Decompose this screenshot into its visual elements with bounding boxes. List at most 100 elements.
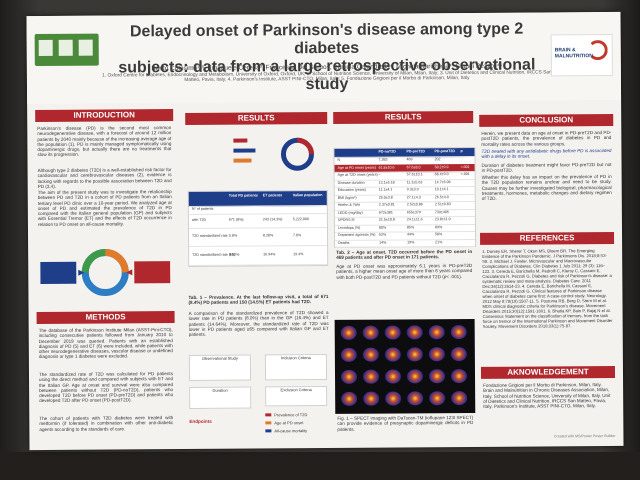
- results1-paragraph: A comparison of the standardized prevale…: [188, 309, 329, 338]
- table2-cell: 19%: [407, 239, 415, 244]
- table2-cell: 23.8±11.0: [434, 217, 451, 222]
- table2-row-label: Age at PD onset (years): [337, 165, 376, 170]
- acknowledgement-text: Fondazione Grigioni per il Morbo di Park…: [483, 382, 611, 410]
- table2-header-cell: PD-preT2D: [406, 149, 426, 154]
- table2-header-cell: PD-noT2D: [378, 149, 396, 154]
- spect-scan: [385, 391, 402, 406]
- section-conclusion: CONCLUSION: [479, 113, 614, 127]
- spect-scan: [341, 391, 358, 406]
- results2-paragraph: Age at PD onset was approximately 6.1 ye…: [336, 262, 473, 280]
- table2-cell: 14%: [379, 240, 387, 245]
- title-line-1: Delayed onset of Parkinson's disease amo…: [129, 20, 524, 58]
- table2-cell: 58.2±9.9: [434, 164, 449, 169]
- conclusion-paragraph-1: Herein, we present data on age at onset …: [481, 129, 612, 147]
- spect-scan: [384, 369, 402, 384]
- table2-cell: 89%: [434, 224, 443, 229]
- table1-cell: 7.0%: [293, 233, 302, 238]
- table2-cell: 58%: [435, 232, 443, 237]
- legend-mortality: All-cause mortality: [265, 428, 307, 433]
- flow-label: Inclusion Criteria: [280, 355, 311, 361]
- methods-paragraph-3: The cohort of patients with T2D diabetes…: [39, 415, 174, 432]
- table2-cell: 67.6±8.0: [406, 164, 421, 169]
- poster-header: Delayed onset of Parkinson's disease amo…: [26, 11, 622, 105]
- table2-row-label: Education (years): [337, 187, 366, 192]
- prevalence-table: Total PD patients ET patients Italian po…: [187, 189, 329, 267]
- legend-text: Prevalence of T2D: [274, 412, 308, 418]
- table-row: T2D standardized rate 5.8% 8.28% 7.0%: [188, 226, 328, 247]
- table2-cell: 655±379: [406, 209, 421, 214]
- spect-scan: [428, 325, 445, 340]
- flow-box-study: Observational Study: [188, 354, 252, 381]
- arrow-left-icon: [126, 269, 133, 276]
- flow-label: Duration: [212, 387, 228, 393]
- table2-cell: 57.6±10.1: [406, 172, 423, 177]
- section-methods: METHODS: [36, 311, 175, 325]
- spect-scan: [406, 325, 423, 340]
- table2-cell: 469: [406, 157, 413, 162]
- table2-row-label: BMI (kg/m²): [337, 195, 357, 200]
- legend-age-onset: Age at PD onset: [265, 420, 303, 425]
- legend-swatch: [265, 413, 272, 417]
- table2-cell: 85%: [406, 224, 415, 229]
- table2-cell: 44%: [407, 232, 415, 237]
- spect-images: [334, 318, 476, 414]
- table2-cell: 80%: [378, 225, 387, 230]
- spect-scan: [428, 369, 446, 384]
- spect-scan: [406, 347, 423, 362]
- spect-scan: [450, 325, 467, 340]
- table2-cell: 21%: [435, 239, 443, 244]
- poster-footer: Created with MS/Poster Poster Builder: [553, 433, 616, 439]
- table2-cell: 61.8±10.6: [378, 165, 395, 170]
- conclusion-paragraph-4: Whether this delay has an impact on the …: [481, 173, 612, 202]
- table1-header-cell: ET patients: [262, 193, 283, 198]
- prevalence-infographic: [233, 137, 314, 171]
- table1-row-label: N° of patients: [191, 206, 214, 211]
- table2-cell: 68.4±9.0: [434, 172, 449, 177]
- methods-paragraph-1: The database of the Parkinson Institute …: [38, 327, 173, 360]
- table1-header-cell: Total PD patients: [228, 193, 258, 198]
- spect-scan: [340, 369, 358, 384]
- table2-row-label: Dopamine agonists (%): [338, 232, 376, 237]
- table-row: Deaths 14% 19% 21%: [335, 238, 476, 248]
- table2-cell: 2.51±0.83: [434, 202, 451, 207]
- spect-scan: [407, 391, 424, 406]
- spect-scan: [451, 391, 468, 406]
- table1-cell: 671 (8%): [228, 217, 244, 222]
- spect-scan: [363, 391, 380, 406]
- spect-scan: [340, 325, 357, 340]
- table2-row-label: Levodopa (%): [337, 225, 361, 230]
- table2-cell: 14.7±6.06: [434, 179, 451, 184]
- spect-scan: [450, 369, 468, 384]
- section-acknowledgement: AKNOWLEDGEMENT: [480, 365, 616, 379]
- diagram-box-left: [40, 261, 77, 284]
- table2-cell: 25.0±3.8: [378, 195, 393, 200]
- spect-scan: [429, 391, 446, 406]
- spect-scan: [384, 325, 401, 340]
- table1-cell: 5.8%: [229, 233, 238, 238]
- table2-row-label: Hoehn & Yahr: [337, 202, 361, 207]
- intro-diagram: [40, 249, 171, 297]
- table1-cell: 8.28%: [263, 233, 274, 238]
- table2-cell: 9.3±3.9: [406, 187, 419, 192]
- spect-scan: [384, 347, 401, 362]
- table2-row-label: Deaths: [338, 240, 350, 245]
- table1-cell: 19.4%: [293, 252, 304, 257]
- flow-box-inclusion: Inclusion Criteria: [264, 353, 328, 381]
- floor: [0, 452, 640, 480]
- table2-cell: 24.1±11.6: [406, 217, 423, 222]
- table1-cell: 9.02%: [229, 252, 240, 257]
- spect-scan: [362, 369, 380, 384]
- poster: Delayed onset of Parkinson's disease amo…: [26, 11, 624, 451]
- table2-cell: 672±381: [378, 210, 393, 215]
- table1-caption: Tab. 1 – Prevalence. At the last follow-…: [188, 293, 329, 306]
- table1-row-label: with T2D: [191, 217, 207, 222]
- section-references: REFERENCES: [480, 231, 615, 245]
- table1-cell: 243 (14.3%): [262, 217, 283, 222]
- section-results-2: RESULTS: [333, 110, 474, 124]
- spect-scan: [406, 369, 424, 384]
- table2-cell: 27.1±4.3: [406, 194, 421, 199]
- spect-scan: [340, 347, 357, 362]
- donut-highlight: [297, 137, 314, 155]
- arrow-right-icon: [78, 269, 85, 276]
- diagram-ring-orange: [104, 249, 129, 273]
